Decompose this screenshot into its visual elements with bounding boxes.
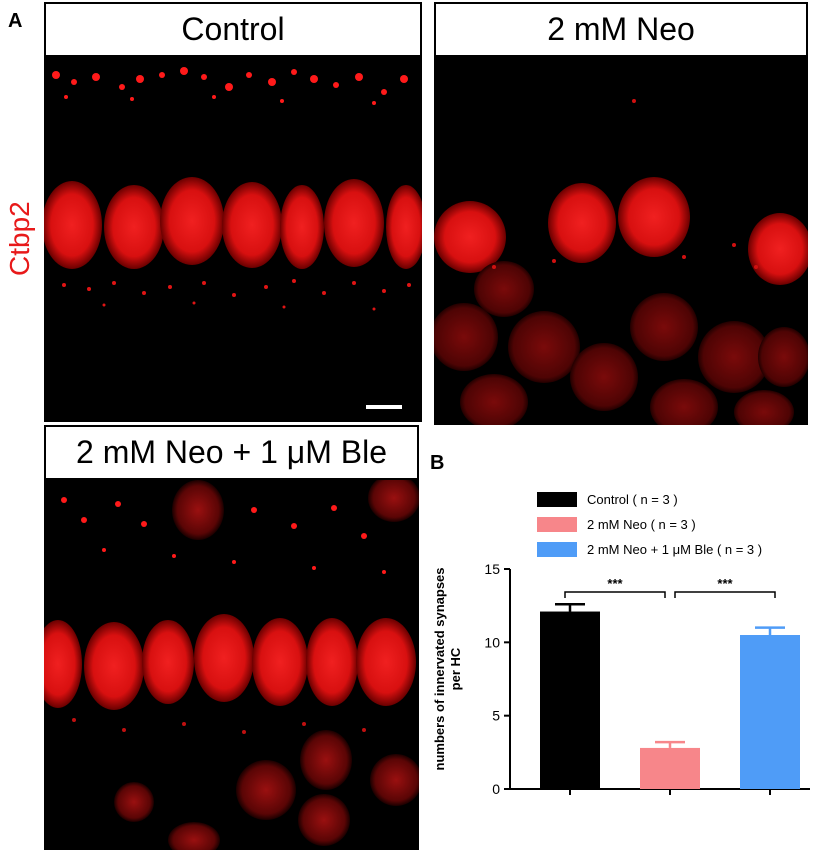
neo-ble-puncta-bottom <box>72 718 366 734</box>
panel-a-label: A <box>8 10 23 32</box>
y-axis-label-line2: per HC <box>448 647 463 690</box>
neo-ble-title: 2 mM Neo + 1 μM Ble <box>76 434 387 470</box>
neo-cells <box>434 177 808 285</box>
neo-title: 2 mM Neo <box>547 11 695 47</box>
sig-bracket-1 <box>674 591 776 598</box>
legend-label-2: 2 mM Neo + 1 μM Ble ( n = 3 ) <box>587 542 762 557</box>
legend-swatch-0 <box>537 492 577 507</box>
neo-puncta <box>492 99 758 269</box>
control-micrograph <box>44 57 422 422</box>
control-title: Control <box>181 11 285 47</box>
stain-label-text: Ctbp2 <box>4 201 35 276</box>
significance-markers: *** *** <box>564 576 776 598</box>
neo-title-box: 2 mM Neo <box>434 2 808 57</box>
neo-ble-micrograph <box>44 480 419 850</box>
control-puncta-top <box>52 67 408 105</box>
legend-label-0: Control ( n = 3 ) <box>587 492 678 507</box>
bar-0 <box>540 611 600 789</box>
sig-bracket-0 <box>564 591 666 598</box>
panel-b-label: B <box>430 452 445 474</box>
neo-ble-puncta-top <box>61 497 386 574</box>
chart-bars <box>540 602 800 789</box>
neo-ble-micrograph-svg <box>44 480 419 850</box>
y-tick-label-3: 15 <box>484 561 500 577</box>
y-axis-label-line1: numbers of innervated synapses <box>432 567 447 770</box>
scale-bar <box>366 405 402 409</box>
control-puncta-bottom <box>62 279 411 311</box>
y-tick-label-0: 0 <box>492 781 500 797</box>
neo-micrograph <box>434 57 808 425</box>
legend-swatch-1 <box>537 517 577 532</box>
chart-legend: Control ( n = 3 ) 2 mM Neo ( n = 3 ) 2 mM … <box>537 492 762 557</box>
stain-label: Ctbp2 <box>4 201 36 276</box>
bar-1 <box>640 747 700 789</box>
neo-ble-cells <box>44 614 416 710</box>
y-axis-label: numbers of innervated synapses per HC <box>432 567 463 770</box>
y-tick-label-1: 5 <box>492 708 500 724</box>
legend-label-1: 2 mM Neo ( n = 3 ) <box>587 517 696 532</box>
control-micrograph-svg <box>44 67 422 409</box>
bar-chart: Control ( n = 3 ) 2 mM Neo ( n = 3 ) 2 mM … <box>432 492 810 797</box>
legend-swatch-2 <box>537 542 577 557</box>
sig-label-1: *** <box>717 576 733 591</box>
neo-ble-lower-cells <box>114 730 419 850</box>
bar-2 <box>740 635 800 789</box>
sig-label-0: *** <box>607 576 623 591</box>
control-cells <box>44 177 422 269</box>
neo-ble-top-cells <box>172 480 419 540</box>
control-title-box: Control <box>44 2 422 57</box>
neo-ble-title-box: 2 mM Neo + 1 μM Ble <box>44 425 419 480</box>
neo-micrograph-svg <box>434 99 808 425</box>
y-tick-label-2: 10 <box>484 634 500 650</box>
neo-supporting-cells <box>434 261 808 425</box>
